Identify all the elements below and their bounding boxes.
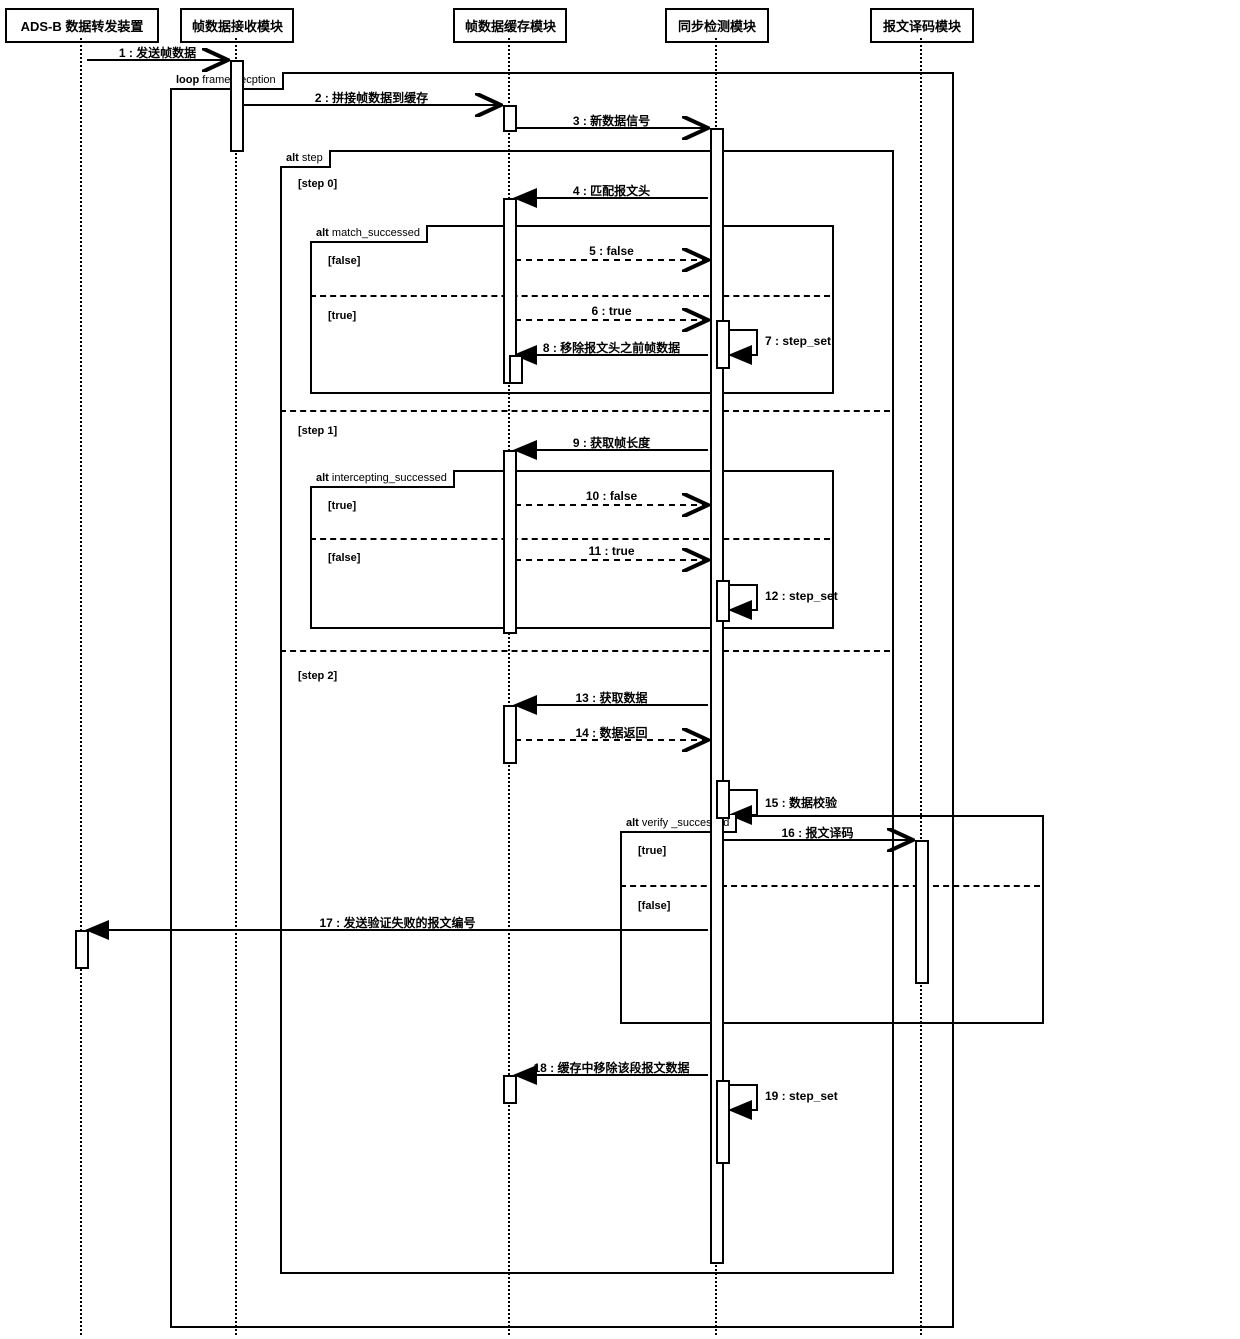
fragment-guard: [true] [328,500,356,512]
fragment-label: loop frame_recption [170,72,284,90]
fragment-divider [620,885,1040,887]
fragment-divider [280,410,890,412]
activation-p4 [716,780,730,819]
message-7: 7 : step_set [765,334,831,348]
activation-p4 [716,1080,730,1164]
message-15: 15 : 数据校验 [765,794,837,811]
fragment-guard: [step 2] [298,670,337,682]
fragment-divider [280,650,890,652]
activation-p4 [716,580,730,622]
activation-p1 [75,930,89,969]
message-1: 1 : 发送帧数据 [38,44,278,61]
activation-p5 [915,840,929,984]
fragment-label: alt match_successed [310,225,428,243]
activation-p2 [230,60,244,152]
activation-p3 [509,355,523,384]
message-8: 8 : 移除报文头之前帧数据 [492,339,732,356]
message-4: 4 : 匹配报文头 [492,182,732,199]
participant-p5: 报文译码模块 [870,8,974,43]
message-17: 17 : 发送验证失败的报文编号 [278,914,518,931]
message-6: 6 : true [492,304,732,318]
participant-p3: 帧数据缓存模块 [453,8,567,43]
message-9: 9 : 获取帧长度 [492,434,732,451]
fragment-divider [310,295,830,297]
message-5: 5 : false [492,244,732,258]
message-13: 13 : 获取数据 [492,689,732,706]
fragment-guard: [true] [328,310,356,322]
activation-p3 [503,1075,517,1104]
message-11: 11 : true [492,544,732,558]
message-12: 12 : step_set [765,589,838,603]
fragment-guard: [false] [328,552,360,564]
message-2: 2 : 拼接帧数据到缓存 [252,89,492,106]
message-18: 18 : 缓存中移除该段报文数据 [492,1059,732,1076]
fragment-guard: [step 1] [298,425,337,437]
activation-p3 [503,450,517,634]
lifeline-p1 [80,38,82,1335]
participant-p4: 同步检测模块 [665,8,769,43]
participant-p1: ADS-B 数据转发装置 [5,8,159,43]
fragment-guard: [true] [638,845,666,857]
fragment-guard: [step 0] [298,178,337,190]
message-3: 3 : 新数据信号 [492,112,732,129]
fragment-guard: [false] [638,900,670,912]
sequence-diagram: ADS-B 数据转发装置帧数据接收模块 帧数据缓存模块 同步检测模块 报文译码模块 lo… [0,0,1240,1339]
message-19: 19 : step_set [765,1089,838,1103]
message-14: 14 : 数据返回 [492,724,732,741]
message-10: 10 : false [492,489,732,503]
fragment-guard: [false] [328,255,360,267]
message-16: 16 : 报文译码 [698,824,938,841]
participant-p2: 帧数据接收模块 [180,8,294,43]
fragment-label: alt step [280,150,331,168]
fragment-altVerify: alt verify _successed [620,815,1044,1024]
fragment-divider [310,538,830,540]
fragment-label: alt intercepting_successed [310,470,455,488]
